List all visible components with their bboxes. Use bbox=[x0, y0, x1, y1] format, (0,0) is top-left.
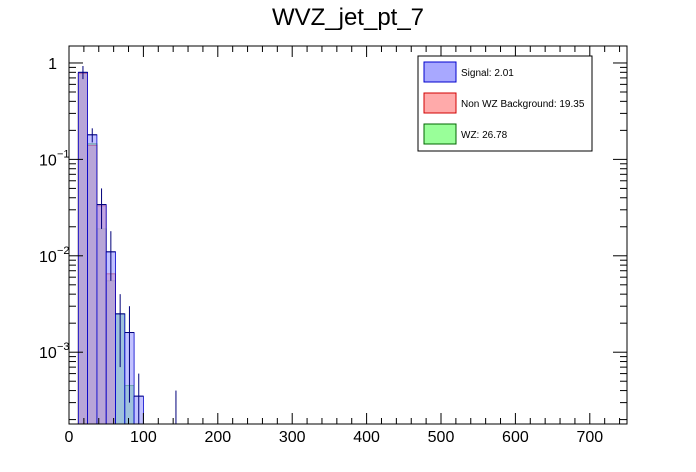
plot-area bbox=[77, 66, 181, 425]
y-tick-label: 10 bbox=[39, 249, 57, 266]
bar-signal-2 bbox=[96, 204, 107, 425]
y-tick-label: 1 bbox=[48, 56, 57, 73]
legend-label-wz: WZ: 26.78 bbox=[461, 130, 508, 141]
legend-label-signal: Signal: 2.01 bbox=[461, 68, 514, 79]
y-tick-exponent: −2 bbox=[57, 245, 70, 257]
bar-signal-0 bbox=[77, 71, 89, 425]
y-tick-label: 10 bbox=[39, 345, 57, 362]
x-tick-label: 700 bbox=[576, 429, 603, 446]
x-tick-label: 300 bbox=[279, 429, 306, 446]
legend: Signal: 2.01 Non WZ Background: 19.35 WZ… bbox=[417, 55, 593, 152]
x-tick-label: 500 bbox=[428, 429, 455, 446]
plot-frame bbox=[68, 45, 628, 425]
bar-signal-1 bbox=[87, 134, 98, 425]
x-tick-label: 100 bbox=[130, 429, 157, 446]
legend-swatch-signal bbox=[423, 61, 457, 83]
x-tick-label: 200 bbox=[204, 429, 231, 446]
y-tick-exponent: −3 bbox=[57, 341, 70, 353]
y-tick-label: 10 bbox=[39, 152, 57, 169]
x-tick-label: 0 bbox=[65, 429, 74, 446]
x-tick-label: 600 bbox=[502, 429, 529, 446]
chart-title: WVZ_jet_pt_7 bbox=[272, 4, 424, 31]
legend-label-non-wz-background: Non WZ Background: 19.35 bbox=[461, 99, 585, 110]
x-tick-label: 400 bbox=[353, 429, 380, 446]
y-tick-exponent: −1 bbox=[57, 148, 70, 160]
legend-swatch-non-wz-background bbox=[423, 92, 457, 114]
legend-swatch-wz bbox=[423, 123, 457, 145]
